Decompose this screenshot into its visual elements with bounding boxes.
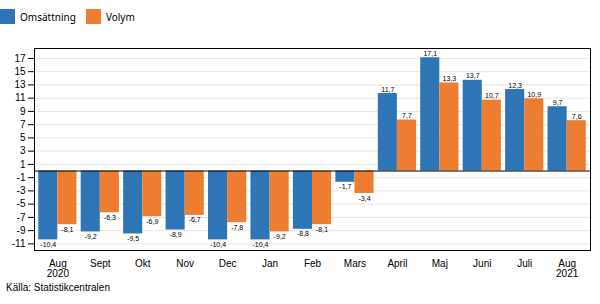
svg-text:3: 3 xyxy=(20,145,26,156)
svg-text:Maj: Maj xyxy=(432,258,448,269)
svg-text:7: 7 xyxy=(20,119,26,130)
svg-text:11: 11 xyxy=(15,92,26,103)
svg-text:7,7: 7,7 xyxy=(402,112,412,119)
svg-text:10,9: 10,9 xyxy=(527,91,541,98)
svg-text:-10,4: -10,4 xyxy=(40,241,56,248)
svg-text:-8,1: -8,1 xyxy=(316,226,328,233)
svg-text:-9,5: -9,5 xyxy=(127,235,139,242)
svg-text:-6,9: -6,9 xyxy=(146,218,158,225)
svg-text:Nov: Nov xyxy=(176,258,194,269)
svg-text:-1,7: -1,7 xyxy=(339,183,351,190)
svg-text:1: 1 xyxy=(20,159,26,170)
svg-text:17: 17 xyxy=(14,53,26,64)
svg-text:Mars: Mars xyxy=(344,258,366,269)
svg-text:-10,4: -10,4 xyxy=(210,241,226,248)
svg-text:5: 5 xyxy=(20,132,26,143)
svg-text:11,7: 11,7 xyxy=(381,86,394,93)
svg-text:-9,2: -9,2 xyxy=(274,233,286,240)
svg-text:-9,2: -9,2 xyxy=(85,233,97,240)
svg-text:13,7: 13,7 xyxy=(466,72,480,79)
svg-text:-7: -7 xyxy=(17,212,26,223)
svg-text:-6,7: -6,7 xyxy=(189,216,201,223)
svg-text:-3: -3 xyxy=(17,185,26,196)
svg-text:-8,8: -8,8 xyxy=(297,230,309,237)
svg-text:-8,9: -8,9 xyxy=(170,231,182,238)
svg-text:Juni: Juni xyxy=(473,258,491,269)
svg-text:Dec: Dec xyxy=(219,258,237,269)
svg-text:-9: -9 xyxy=(17,225,26,236)
svg-text:9,7: 9,7 xyxy=(553,99,563,106)
svg-text:9: 9 xyxy=(20,106,26,117)
svg-text:-10,4: -10,4 xyxy=(253,241,269,248)
svg-text:-5: -5 xyxy=(17,198,26,209)
svg-text:7,6: 7,6 xyxy=(572,113,582,120)
svg-text:13: 13 xyxy=(14,79,26,90)
svg-text:Juli: Juli xyxy=(517,258,532,269)
svg-text:-6,3: -6,3 xyxy=(104,214,116,221)
svg-text:Jan: Jan xyxy=(262,258,278,269)
svg-text:April: April xyxy=(387,258,407,269)
svg-text:17,1: 17,1 xyxy=(423,50,437,57)
svg-text:12,3: 12,3 xyxy=(508,82,522,89)
svg-text:Feb: Feb xyxy=(304,258,322,269)
svg-text:-1: -1 xyxy=(17,172,26,183)
svg-text:Aug2020: Aug2020 xyxy=(47,258,70,279)
html-text:Källa: Statistikcentralen: Källa: Statistikcentralen xyxy=(6,282,110,293)
svg-text:13,3: 13,3 xyxy=(443,75,457,82)
svg-text:Sept: Sept xyxy=(90,258,111,269)
html-text:Volym: Volym xyxy=(105,9,135,24)
svg-text:15: 15 xyxy=(14,66,26,77)
svg-text:Aug2021: Aug2021 xyxy=(556,258,579,279)
svg-text:-11: -11 xyxy=(12,238,26,249)
svg-text:Okt: Okt xyxy=(135,258,151,269)
svg-text:-8,1: -8,1 xyxy=(61,226,73,233)
svg-text:-7,8: -7,8 xyxy=(231,224,243,231)
svg-text:10,7: 10,7 xyxy=(485,92,499,99)
svg-text:-3,4: -3,4 xyxy=(358,195,370,202)
html-text:Omsättning: Omsättning xyxy=(20,9,76,24)
